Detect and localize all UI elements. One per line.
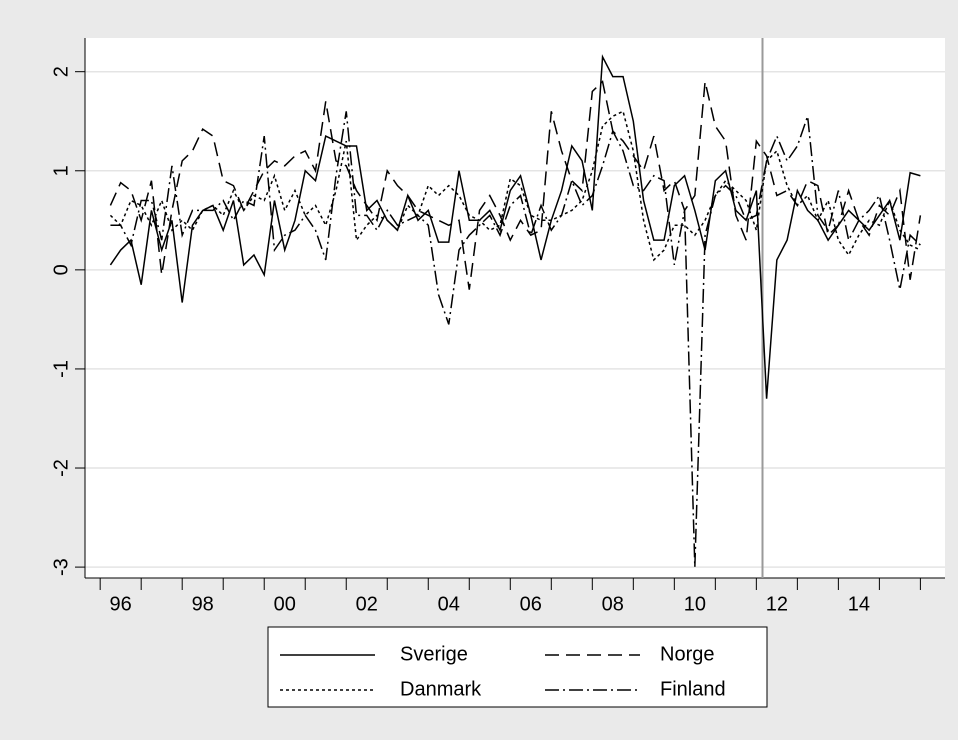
y-tick-label: -3	[50, 558, 72, 576]
legend-label: Norge	[660, 643, 714, 665]
legend-label: Sverige	[400, 643, 468, 665]
x-tick-label: 06	[520, 593, 542, 615]
x-tick-label: 02	[356, 593, 378, 615]
x-tick-label: 04	[438, 593, 460, 615]
x-tick-label: 96	[110, 593, 132, 615]
y-tick-label: 2	[50, 66, 72, 77]
x-tick-label: 14	[848, 593, 870, 615]
legend-label: Danmark	[400, 678, 482, 700]
plot-area	[85, 38, 945, 578]
x-tick-label: 98	[192, 593, 214, 615]
y-tick-label: 1	[50, 165, 72, 176]
y-tick-label: -1	[50, 360, 72, 378]
y-tick-label: -2	[50, 459, 72, 477]
x-tick-label: 10	[684, 593, 706, 615]
legend-label: Finland	[660, 678, 726, 700]
legend-box	[267, 626, 768, 708]
x-tick-label: 08	[602, 593, 624, 615]
x-tick-label: 12	[766, 593, 788, 615]
y-tick-label: 0	[50, 264, 72, 275]
series-line	[109, 80, 922, 290]
series-line	[109, 54, 921, 399]
x-tick-label: 00	[274, 593, 296, 615]
